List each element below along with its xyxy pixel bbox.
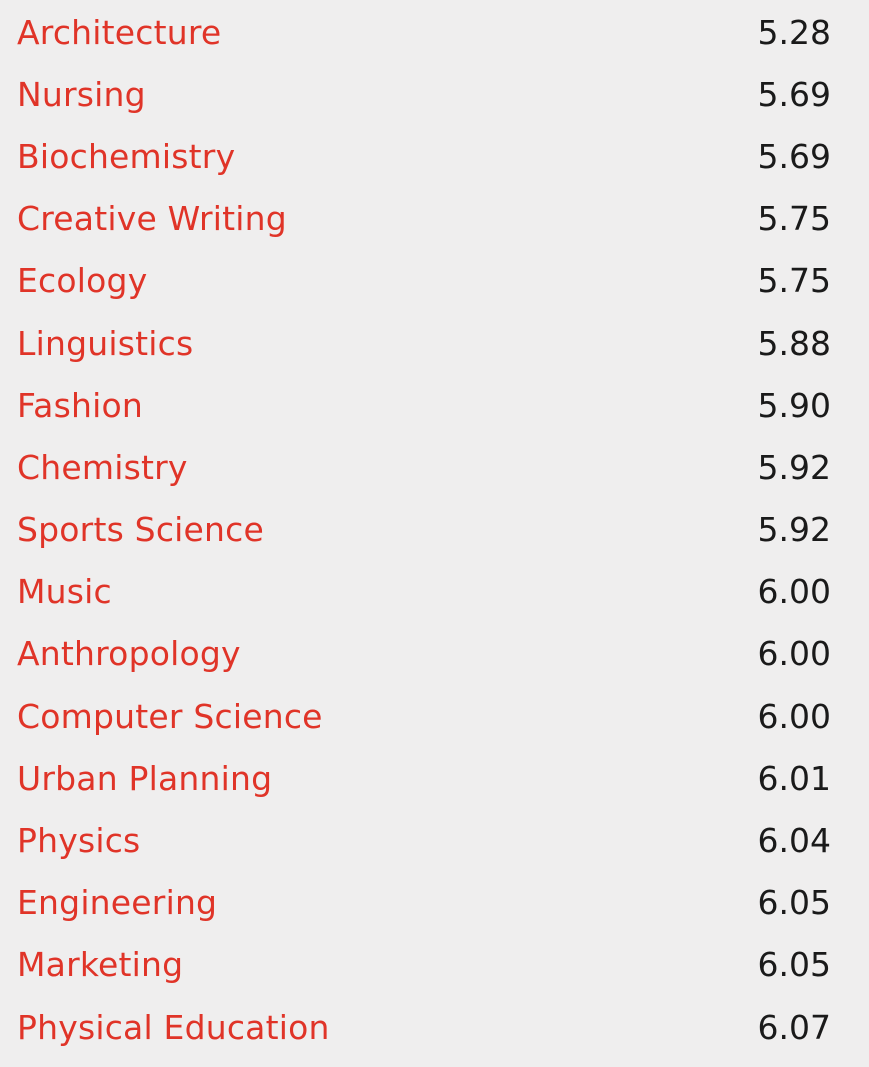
table-row: Creative Writing 5.75: [0, 188, 869, 250]
subject-label: Creative Writing: [17, 199, 287, 239]
table-row: Computer Science 6.00: [0, 685, 869, 747]
subject-score: 5.92: [757, 447, 831, 487]
subject-label: Sports Science: [17, 510, 264, 550]
table-row: Nursing 5.69: [0, 63, 869, 125]
table-row: Fashion 5.90: [0, 374, 869, 436]
subject-score: 6.05: [757, 945, 831, 985]
subject-label: Biochemistry: [17, 136, 236, 176]
subject-label: Linguistics: [17, 323, 194, 363]
subject-label: Nursing: [17, 74, 146, 114]
subject-score: 6.00: [757, 696, 831, 736]
subject-label: Chemistry: [17, 447, 188, 487]
subject-score: 6.04: [757, 821, 831, 861]
subject-score: 5.92: [757, 510, 831, 550]
subject-score: 5.90: [757, 385, 831, 425]
subject-score: 6.00: [757, 634, 831, 674]
subject-score: 6.05: [757, 883, 831, 923]
subject-score: 5.75: [757, 261, 831, 301]
subject-label: Music: [17, 572, 112, 612]
subject-score: 6.00: [757, 572, 831, 612]
subject-label: Urban Planning: [17, 758, 273, 798]
table-row: Sports Science 5.92: [0, 499, 869, 561]
subject-score: 5.69: [757, 136, 831, 176]
subject-score: 5.88: [757, 323, 831, 363]
subject-label: Anthropology: [17, 634, 241, 674]
subject-label: Ecology: [17, 261, 148, 301]
subject-label: Physics: [17, 821, 141, 861]
subject-label: Fashion: [17, 385, 143, 425]
subject-label: Engineering: [17, 883, 218, 923]
table-row: Physical Education 6.07: [0, 996, 869, 1058]
subject-score: 5.28: [757, 12, 831, 52]
table-row: Physics 6.04: [0, 809, 869, 871]
subject-score: 5.69: [757, 74, 831, 114]
table-row: Linguistics 5.88: [0, 312, 869, 374]
table-row: Chemistry 5.92: [0, 436, 869, 498]
table-row: Marketing 6.05: [0, 934, 869, 996]
subject-label: Architecture: [17, 12, 222, 52]
table-row: Urban Planning 6.01: [0, 747, 869, 809]
subject-label: Computer Science: [17, 696, 323, 736]
subject-label: Physical Education: [17, 1007, 330, 1047]
subject-score: 6.01: [757, 758, 831, 798]
table-row: Architecture 5.28: [0, 1, 869, 63]
table-row: Music 6.00: [0, 561, 869, 623]
table-row: Engineering 6.05: [0, 872, 869, 934]
table-row: Ecology 5.75: [0, 250, 869, 312]
subject-label: Marketing: [17, 945, 184, 985]
table-row: Anthropology 6.00: [0, 623, 869, 685]
table-row: Biochemistry 5.69: [0, 125, 869, 187]
subject-score: 6.07: [757, 1007, 831, 1047]
subject-score: 5.75: [757, 199, 831, 239]
